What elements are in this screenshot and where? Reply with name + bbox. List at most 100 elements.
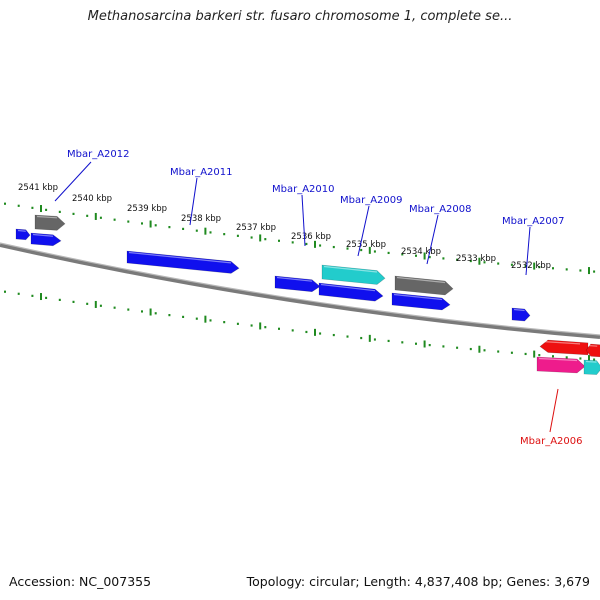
tick-dot bbox=[565, 268, 568, 271]
kbp-label-2535: 2535 kbp bbox=[346, 240, 386, 250]
tick-dot bbox=[552, 267, 554, 270]
tick-dot bbox=[442, 345, 445, 348]
gene-label-mbar-a2009[interactable]: Mbar_A2009 bbox=[340, 195, 403, 206]
major-tick bbox=[94, 300, 97, 308]
tick-dot bbox=[360, 248, 363, 252]
major-tick bbox=[533, 262, 536, 270]
gene-feature-mbar-a2010 bbox=[274, 275, 321, 293]
kbp-label-2539: 2539 kbp bbox=[127, 204, 167, 214]
gene-label-mbar-a2010[interactable]: Mbar_A2010 bbox=[272, 184, 335, 195]
tick-dot bbox=[250, 236, 253, 239]
major-tick bbox=[423, 340, 426, 348]
gene-feature-gray-a2012 bbox=[34, 214, 66, 231]
tick-dot bbox=[278, 327, 280, 330]
tick-dot bbox=[387, 251, 390, 255]
chromosome-backbone bbox=[0, 243, 600, 339]
tick-dot bbox=[236, 234, 239, 237]
tick-dot bbox=[428, 343, 431, 347]
tick-dot bbox=[58, 298, 61, 301]
tick-dot bbox=[510, 351, 513, 354]
gene-feature-mbar-a2011 bbox=[126, 250, 240, 274]
tick-dot bbox=[579, 357, 582, 360]
tick-dot bbox=[428, 255, 431, 259]
gene-feature-mbar-a2007 bbox=[511, 307, 531, 322]
major-tick bbox=[40, 205, 42, 213]
tick-dot bbox=[373, 250, 376, 253]
gene-label-mbar-a2007[interactable]: Mbar_A2007 bbox=[502, 216, 565, 227]
gene-label-mbar-a2012[interactable]: Mbar_A2012 bbox=[67, 149, 130, 160]
major-tick bbox=[149, 308, 152, 316]
tick-dot bbox=[99, 304, 102, 307]
tick-dot bbox=[538, 266, 541, 269]
tick-dot bbox=[278, 239, 280, 242]
tick-dot bbox=[4, 202, 6, 205]
major-tick bbox=[423, 252, 426, 260]
major-tick bbox=[94, 212, 97, 220]
tick-dot bbox=[264, 326, 267, 329]
gene-label-mbar-a2006[interactable]: Mbar_A2006 bbox=[520, 436, 583, 447]
gene-feature-mbar-a2006-red bbox=[539, 339, 589, 356]
tick-dot bbox=[346, 335, 349, 338]
tick-dot bbox=[291, 329, 294, 332]
kbp-label-2532: 2532 kbp bbox=[511, 261, 551, 271]
major-tick bbox=[314, 328, 316, 336]
tick-dot bbox=[127, 220, 130, 223]
tick-dot bbox=[497, 350, 500, 353]
tick-dot bbox=[141, 310, 143, 313]
kbp-label-2533: 2533 kbp bbox=[456, 254, 496, 264]
tick-dot bbox=[469, 259, 472, 263]
tick-dot bbox=[209, 319, 212, 322]
major-tick bbox=[149, 220, 152, 228]
tick-dot bbox=[332, 333, 335, 337]
major-tick bbox=[478, 257, 481, 265]
accession-text: Accession: NC_007355 bbox=[9, 574, 152, 589]
major-tick bbox=[588, 267, 590, 275]
kbp-label-2534: 2534 kbp bbox=[401, 247, 441, 257]
tick-dot bbox=[17, 204, 20, 207]
tick-dot bbox=[127, 308, 130, 311]
major-tick bbox=[368, 246, 371, 254]
gene-feature-blue-a2009 bbox=[318, 282, 384, 302]
tick-dot bbox=[401, 253, 404, 256]
gene-feature-mbar-a2012-blue bbox=[30, 232, 62, 247]
major-tick bbox=[314, 240, 316, 248]
tick-dot bbox=[305, 242, 308, 246]
tick-dot bbox=[442, 257, 445, 260]
major-tick bbox=[368, 334, 371, 342]
tick-dot bbox=[497, 262, 500, 265]
map-title: Methanosarcina barkeri str. fusaro chrom… bbox=[87, 9, 513, 24]
tick-dot bbox=[360, 336, 363, 340]
kbp-label-2536: 2536 kbp bbox=[291, 232, 331, 242]
tick-dot bbox=[72, 300, 75, 303]
gene-label-leaders bbox=[54, 161, 531, 276]
gene-feature-mbar-a2006-pink bbox=[536, 356, 586, 374]
tick-dot bbox=[456, 346, 459, 349]
tick-dot bbox=[31, 206, 34, 209]
tick-dot bbox=[552, 355, 554, 358]
gene-label-mbar-a2011[interactable]: Mbar_A2011 bbox=[170, 167, 233, 178]
major-tick bbox=[478, 345, 481, 353]
gene-feature-mbar-a2008 bbox=[394, 275, 454, 296]
tick-dot bbox=[264, 238, 267, 241]
tick-dot bbox=[593, 270, 596, 273]
kbp-label-2538: 2538 kbp bbox=[181, 214, 221, 224]
kbp-label-2540: 2540 kbp bbox=[72, 194, 112, 204]
tick-dot bbox=[17, 292, 20, 295]
tick-dot bbox=[182, 227, 185, 231]
major-tick bbox=[588, 355, 590, 363]
tick-dot bbox=[538, 354, 541, 357]
tick-dot bbox=[483, 349, 486, 352]
tick-dot bbox=[99, 216, 102, 219]
tick-dot bbox=[483, 261, 486, 264]
gene-feature-mbar-a2009 bbox=[321, 264, 386, 285]
tick-dot bbox=[113, 218, 116, 221]
tick-dot bbox=[456, 258, 459, 261]
major-tick bbox=[40, 293, 42, 301]
tick-dot bbox=[415, 342, 417, 345]
gene-label-mbar-a2008[interactable]: Mbar_A2008 bbox=[409, 204, 472, 215]
tick-dot bbox=[72, 212, 75, 215]
tick-dot bbox=[154, 224, 157, 227]
tick-dot bbox=[113, 306, 116, 309]
tick-dot bbox=[332, 245, 335, 249]
